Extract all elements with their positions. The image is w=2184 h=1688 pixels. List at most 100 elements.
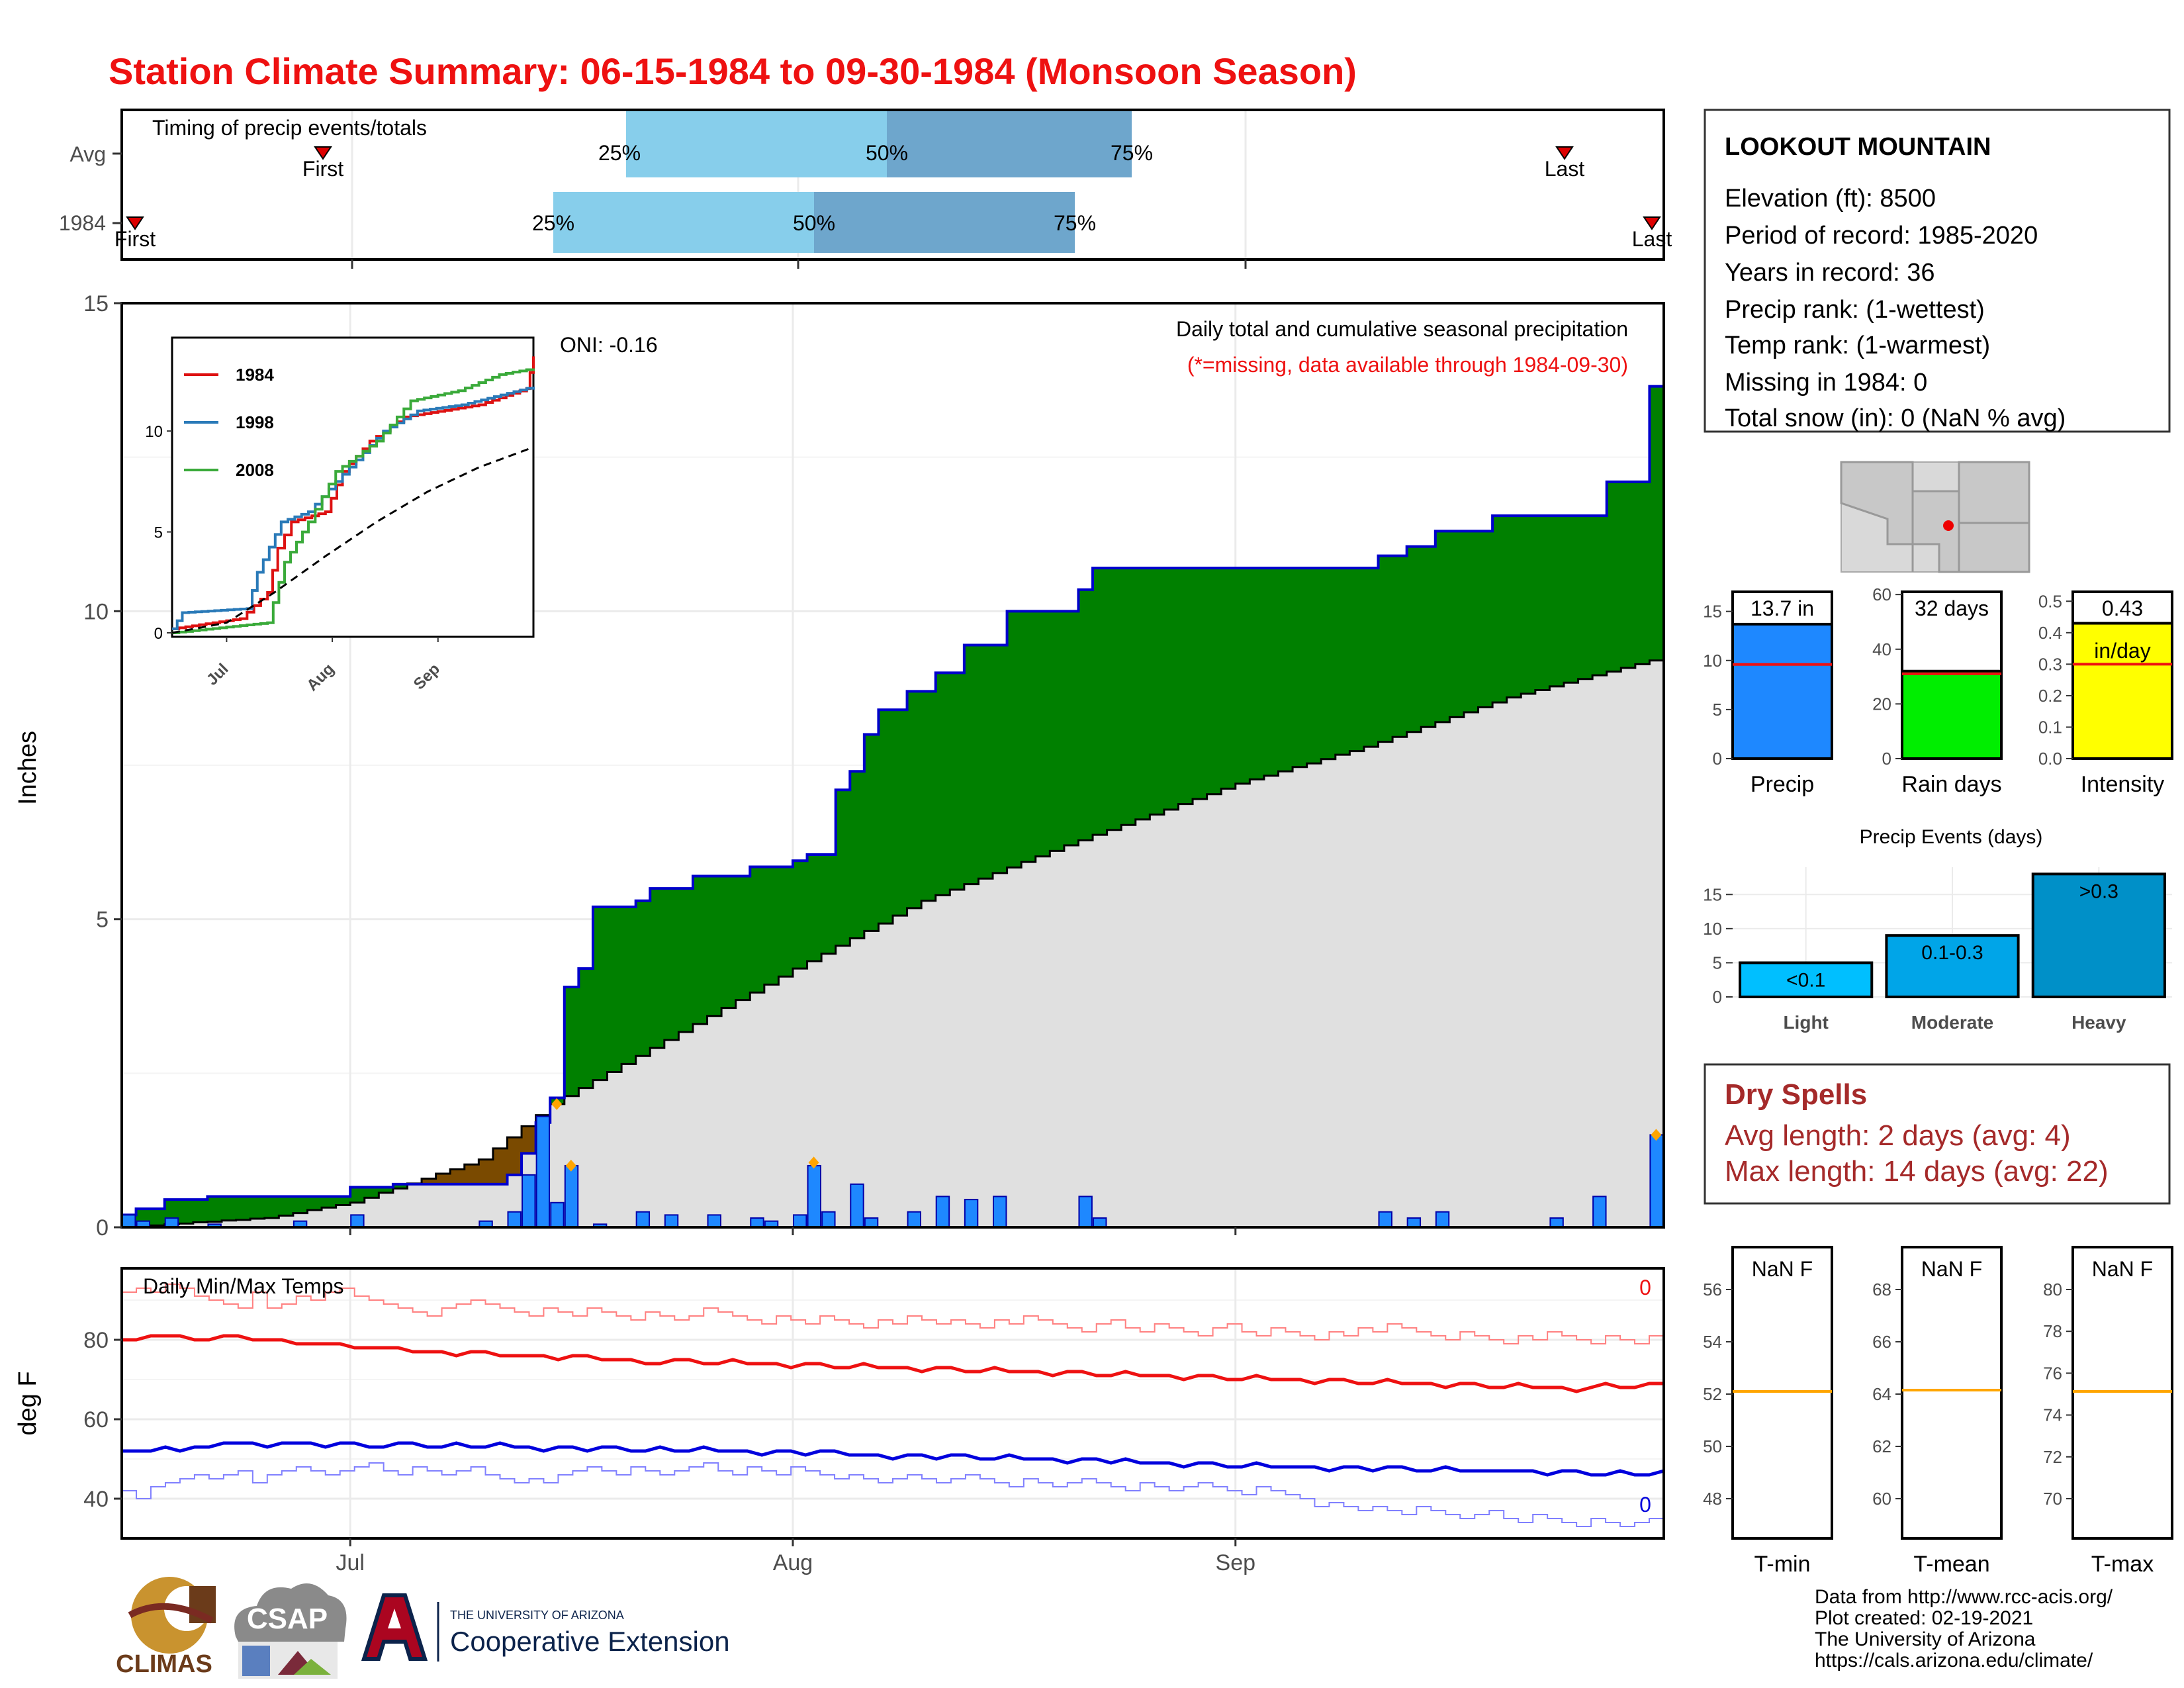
- surplus-segment: [1321, 568, 1336, 759]
- events-y-tick-label: 5: [1713, 953, 1722, 972]
- temp-box-y-tick-label: 78: [2043, 1321, 2062, 1341]
- record-marker: [551, 1098, 563, 1110]
- mini-chart-label: Intensity: [2081, 772, 2165, 797]
- daily-precip-bar: [1093, 1217, 1107, 1229]
- page-title: Station Climate Summary: 06-15-1984 to 0…: [109, 50, 1357, 92]
- mini-chart-label: Rain days: [1901, 772, 2001, 797]
- surplus-segment: [1293, 568, 1308, 767]
- surplus-segment: [650, 888, 665, 1049]
- surplus-segment: [1235, 568, 1250, 784]
- surplus-segment: [935, 673, 950, 896]
- surplus-segment: [193, 1199, 208, 1223]
- surplus-segment: [621, 907, 637, 1064]
- mini-y-tick-label: 0.2: [2038, 686, 2062, 706]
- daily-precip-bar: [535, 1115, 551, 1228]
- 1984-last-label: Last: [1632, 227, 1672, 251]
- surplus-segment: [1378, 555, 1393, 742]
- daily-precip-bar: [1435, 1211, 1450, 1228]
- inset-y-tick-label: 10: [145, 423, 163, 441]
- surplus-segment: [1463, 531, 1479, 712]
- daily-precip-bar: [864, 1217, 879, 1229]
- temp-box-y-tick-label: 54: [1703, 1332, 1722, 1352]
- surplus-segment: [1649, 386, 1664, 661]
- temp-box-y-tick-label: 50: [1703, 1436, 1722, 1456]
- surplus-segment: [750, 867, 765, 993]
- surplus-segment: [807, 854, 822, 961]
- surplus-segment: [707, 876, 722, 1016]
- surplus-segment: [721, 876, 737, 1008]
- daily-precip-bar: [635, 1211, 651, 1228]
- inset-y-tick-label: 0: [154, 625, 163, 643]
- surplus-segment: [1121, 568, 1136, 825]
- mini-y-tick-label: 40: [1872, 639, 1891, 659]
- events-bar-heavy: [2031, 872, 2166, 998]
- surplus-segment: [307, 1196, 322, 1210]
- station-line: Period of record: 1985-2020: [1725, 222, 2038, 250]
- temp-box-y-tick-label: 76: [2043, 1363, 2062, 1383]
- temp-series-tmax_avg: [122, 1334, 1664, 1393]
- temp-y-tick-label: 80: [83, 1328, 109, 1353]
- surplus-segment: [878, 710, 893, 924]
- surplus-segment: [1221, 568, 1236, 789]
- daily-precip-bar: [935, 1196, 950, 1229]
- deficit-segment: [450, 1169, 465, 1184]
- surplus-segment: [379, 1187, 394, 1193]
- temp-box-y-tick-label: 60: [1872, 1489, 1891, 1509]
- dry-spells-title: Dry Spells: [1725, 1078, 1867, 1111]
- missing-note: (*=missing, data available through 1984-…: [1187, 353, 1628, 377]
- surplus-segment: [893, 710, 908, 916]
- surplus-segment: [279, 1196, 294, 1216]
- mini-y-tick-label: 5: [1713, 700, 1722, 720]
- surplus-segment: [322, 1196, 337, 1208]
- surplus-segment: [1050, 611, 1065, 851]
- deficit-segment: [478, 1159, 494, 1184]
- station-location-dot: [1943, 520, 1954, 531]
- surplus-segment: [1335, 568, 1350, 755]
- avg-first-label: First: [302, 157, 343, 181]
- surplus-segment: [678, 888, 694, 1032]
- surplus-segment: [1135, 568, 1150, 820]
- climas-wordmark: CLIMAS: [116, 1650, 212, 1678]
- daily-precip-bar: [821, 1211, 836, 1228]
- daily-precip-bar: [964, 1199, 979, 1228]
- observed-cumulative-line: [122, 385, 1664, 1217]
- 1984-q50-q75-bar: [814, 192, 1075, 253]
- station-line: Precip rank: (1-wettest): [1725, 296, 1985, 324]
- station-line: Temp rank: (1-warmest): [1725, 332, 1990, 359]
- events-bar-moderate: [1885, 934, 2020, 998]
- daily-precip-bar: [350, 1214, 365, 1229]
- surplus-segment: [1506, 516, 1522, 698]
- temp-box-value: NaN F: [1752, 1257, 1813, 1281]
- y-tick-label: 15: [83, 291, 109, 316]
- avg-last-marker: [1555, 146, 1574, 160]
- deficit-segment: [422, 1178, 437, 1184]
- temp-label: Daily Min/Max Temps: [143, 1274, 343, 1298]
- temp-box-label: T-max: [2091, 1552, 2154, 1577]
- timing-label: Timing of precip events/totals: [152, 116, 427, 140]
- station-line: Missing in 1984: 0: [1725, 369, 1927, 397]
- 1984-q25-label: 25%: [532, 211, 574, 235]
- events-bar-label: <0.1: [1786, 969, 1825, 991]
- record-marker: [565, 1159, 576, 1172]
- mini-y-tick-label: 0.3: [2038, 654, 2062, 674]
- surplus-segment: [978, 645, 993, 879]
- daily-precip-bar: [122, 1214, 136, 1229]
- station-name: LOOKOUT MOUNTAIN: [1725, 133, 1991, 161]
- daily-precip-bar: [807, 1164, 821, 1229]
- temp-box-y-tick-label: 56: [1703, 1280, 1722, 1299]
- temp-box-frame: [1901, 1246, 2003, 1540]
- y-tick-label: 0: [96, 1215, 109, 1241]
- surplus-segment: [207, 1196, 222, 1222]
- surplus-segment: [1521, 516, 1536, 694]
- temp-series-tmin_1984: [122, 1462, 1664, 1527]
- avg-last-label: Last: [1545, 157, 1585, 181]
- inset-y-tick-label: 5: [154, 524, 163, 542]
- precip-note: Daily total and cumulative seasonal prec…: [1176, 317, 1628, 341]
- surplus-segment: [1107, 568, 1122, 830]
- surplus-segment: [1421, 546, 1436, 727]
- daily-precip-bar: [850, 1183, 864, 1229]
- inset-legend-label: 1984: [236, 365, 274, 385]
- deficit-segment: [507, 1137, 522, 1175]
- oni-label: ONI: -0.16: [560, 333, 658, 357]
